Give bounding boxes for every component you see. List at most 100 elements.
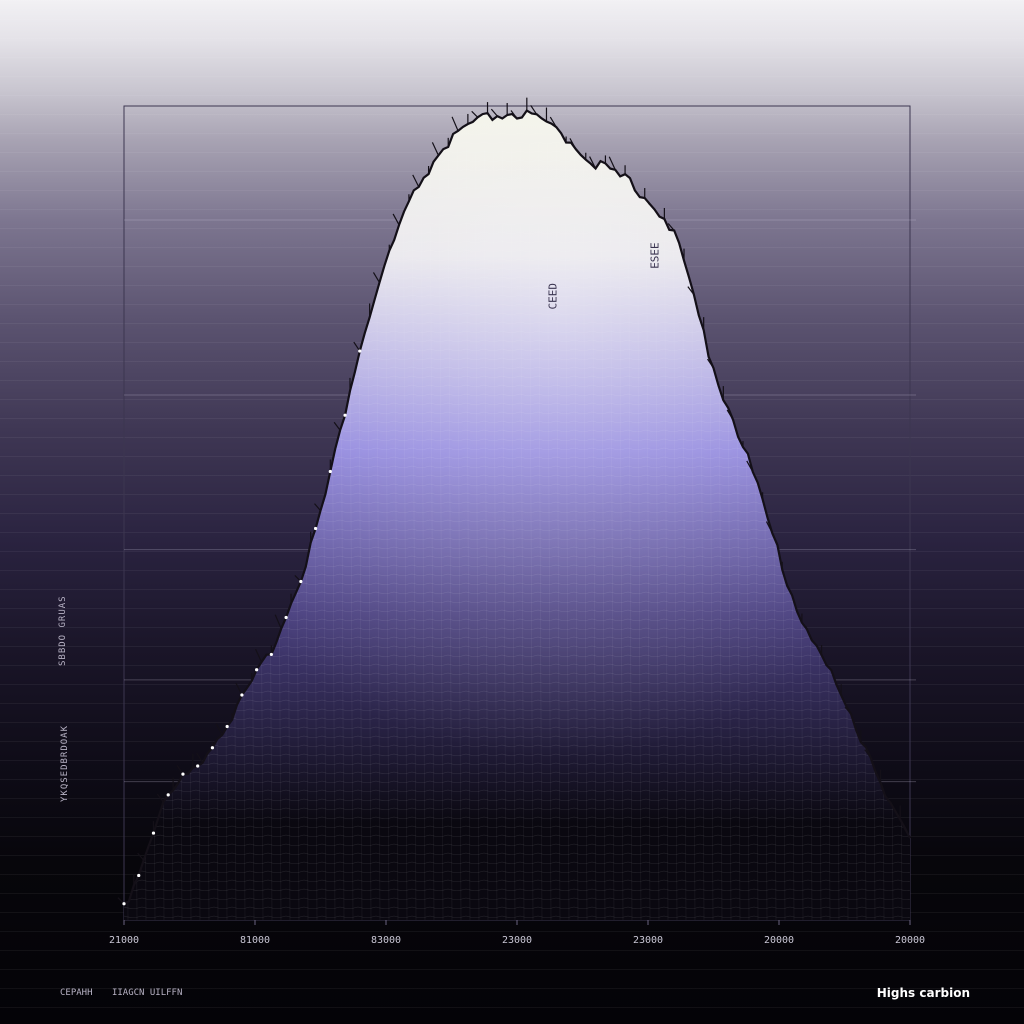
x-tick-label: 21000	[109, 935, 139, 946]
footer-label-right: IIAGCN UILFFN	[111, 988, 183, 998]
mesh-line	[618, 110, 624, 921]
mesh-line	[124, 852, 910, 855]
footer-labels: CEPAHH IIAGCN UILFFN	[60, 988, 196, 998]
lattice-edge	[805, 626, 813, 641]
lattice-node	[122, 902, 126, 906]
mesh-line	[124, 834, 910, 837]
lattice-edge	[648, 203, 655, 210]
footer-label-left: CEPAHH	[60, 988, 93, 998]
mesh-line	[645, 110, 651, 921]
peak-annotation: CEED	[546, 283, 559, 310]
mesh-line	[537, 110, 543, 921]
lattice-edge	[156, 793, 164, 803]
lattice-node	[255, 668, 259, 672]
lattice-node	[137, 873, 141, 878]
mesh-line	[627, 110, 633, 921]
mesh-line	[124, 807, 910, 810]
lattice-edge	[215, 723, 223, 736]
lattice-node	[210, 746, 215, 750]
peak-annotations: CEED ESEE	[546, 242, 661, 309]
lattice-node	[284, 615, 288, 620]
y-axis-label-lower: YKQSEDBRDOAK	[60, 724, 70, 802]
mesh-line	[501, 110, 507, 921]
mesh-line	[132, 110, 138, 921]
mesh-line	[510, 110, 516, 921]
mesh-line	[654, 110, 660, 921]
mesh-line	[124, 708, 910, 711]
lattice-edge	[608, 156, 616, 171]
lattice-edge	[844, 706, 852, 715]
mesh-line	[447, 110, 453, 921]
mesh-line	[124, 915, 910, 918]
peak-annotation: ESEE	[648, 242, 661, 269]
lattice-edge	[353, 341, 361, 352]
mesh-line	[393, 110, 399, 921]
lattice-edge	[903, 827, 911, 839]
mesh-line	[672, 110, 678, 921]
lattice-edge	[314, 503, 321, 511]
lattice-node	[313, 526, 318, 531]
mesh-line	[124, 699, 910, 702]
mesh-line	[124, 906, 910, 909]
lattice-edge	[864, 749, 872, 759]
lattice-node	[166, 793, 170, 797]
chart-title: Highs carbion	[876, 986, 970, 1000]
lattice-node	[225, 724, 229, 729]
lattice-edge	[530, 104, 538, 115]
mesh-line	[456, 110, 462, 921]
mesh-line	[124, 888, 910, 891]
mesh-line	[124, 897, 910, 900]
mesh-line	[402, 110, 408, 921]
mesh-line	[555, 110, 561, 921]
mesh-line	[124, 879, 910, 882]
mesh-line	[438, 110, 444, 921]
lattice-edge	[235, 682, 243, 696]
lattice-node	[328, 469, 332, 474]
lattice-node	[358, 349, 362, 353]
mesh-line	[591, 110, 597, 921]
lattice-edge	[176, 764, 184, 775]
mesh-line	[124, 870, 910, 873]
mesh-line	[519, 110, 525, 921]
mesh-line	[124, 753, 910, 756]
lattice-edge	[196, 752, 204, 764]
mesh-line	[609, 110, 615, 921]
mesh-line	[888, 110, 894, 921]
lattice-edge	[255, 648, 263, 663]
mesh-line	[124, 816, 910, 819]
lattice-node	[151, 831, 156, 835]
lattice-edge	[431, 142, 439, 156]
mesh-line	[124, 798, 910, 801]
lattice-edge	[490, 108, 498, 117]
lattice-node	[269, 652, 273, 657]
lattice-edge	[412, 174, 420, 188]
mesh-line	[411, 110, 417, 921]
mesh-line	[124, 762, 910, 765]
mesh-line	[124, 780, 910, 783]
lattice-edge	[333, 421, 341, 431]
lattice-edge	[726, 409, 734, 421]
mesh-line	[897, 110, 903, 921]
mesh-line	[528, 110, 534, 921]
mesh-line	[124, 114, 910, 117]
mesh-line	[492, 110, 498, 921]
lattice-node	[343, 413, 347, 417]
mesh-line	[124, 789, 910, 792]
x-tick-label: 20000	[764, 935, 794, 946]
lattice-edge	[274, 614, 282, 629]
lattice-edge	[451, 116, 459, 132]
mesh-line	[474, 110, 480, 921]
lattice-edge	[746, 460, 754, 473]
mesh-line	[124, 110, 129, 921]
lattice-edge	[883, 793, 891, 804]
lattice-edge	[667, 223, 675, 231]
mesh-line	[573, 110, 579, 921]
lattice-edge	[707, 358, 714, 369]
mesh-line	[636, 110, 642, 921]
mesh-line	[124, 681, 910, 684]
area-glow	[124, 110, 910, 920]
y-axis-label-upper: SBBDO GRUAS	[58, 595, 68, 666]
lattice-edge	[824, 663, 832, 671]
lattice-edge	[785, 582, 793, 596]
